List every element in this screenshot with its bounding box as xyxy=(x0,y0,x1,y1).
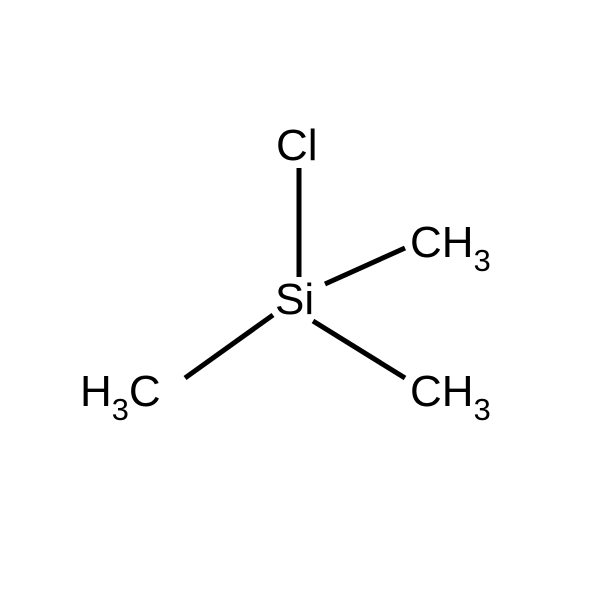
atom-h3c-ll-suffix: C xyxy=(129,367,161,416)
bond-1 xyxy=(325,248,405,284)
atom-h3c-lower-left: H3C xyxy=(80,367,161,424)
bond-2 xyxy=(313,321,405,378)
atom-ch3-lower-right: CH3 xyxy=(410,367,491,424)
atom-ch3-ur-main: CH xyxy=(410,218,474,267)
atom-ch3-ur-sub: 3 xyxy=(474,243,491,278)
atom-ch3-lr-main: CH xyxy=(410,367,474,416)
bond-3 xyxy=(185,315,273,378)
atom-si: Si xyxy=(275,275,314,325)
atom-h3c-ll-prefix: H xyxy=(80,367,112,416)
atom-cl-text: Cl xyxy=(276,121,318,170)
atom-h3c-ll-sub: 3 xyxy=(112,392,129,427)
atom-cl: Cl xyxy=(276,121,318,171)
molecule-diagram: Cl Si CH3 CH3 H3C xyxy=(0,0,600,600)
atom-si-text: Si xyxy=(275,275,314,324)
atom-ch3-upper-right: CH3 xyxy=(410,218,491,275)
atom-ch3-lr-sub: 3 xyxy=(474,392,491,427)
